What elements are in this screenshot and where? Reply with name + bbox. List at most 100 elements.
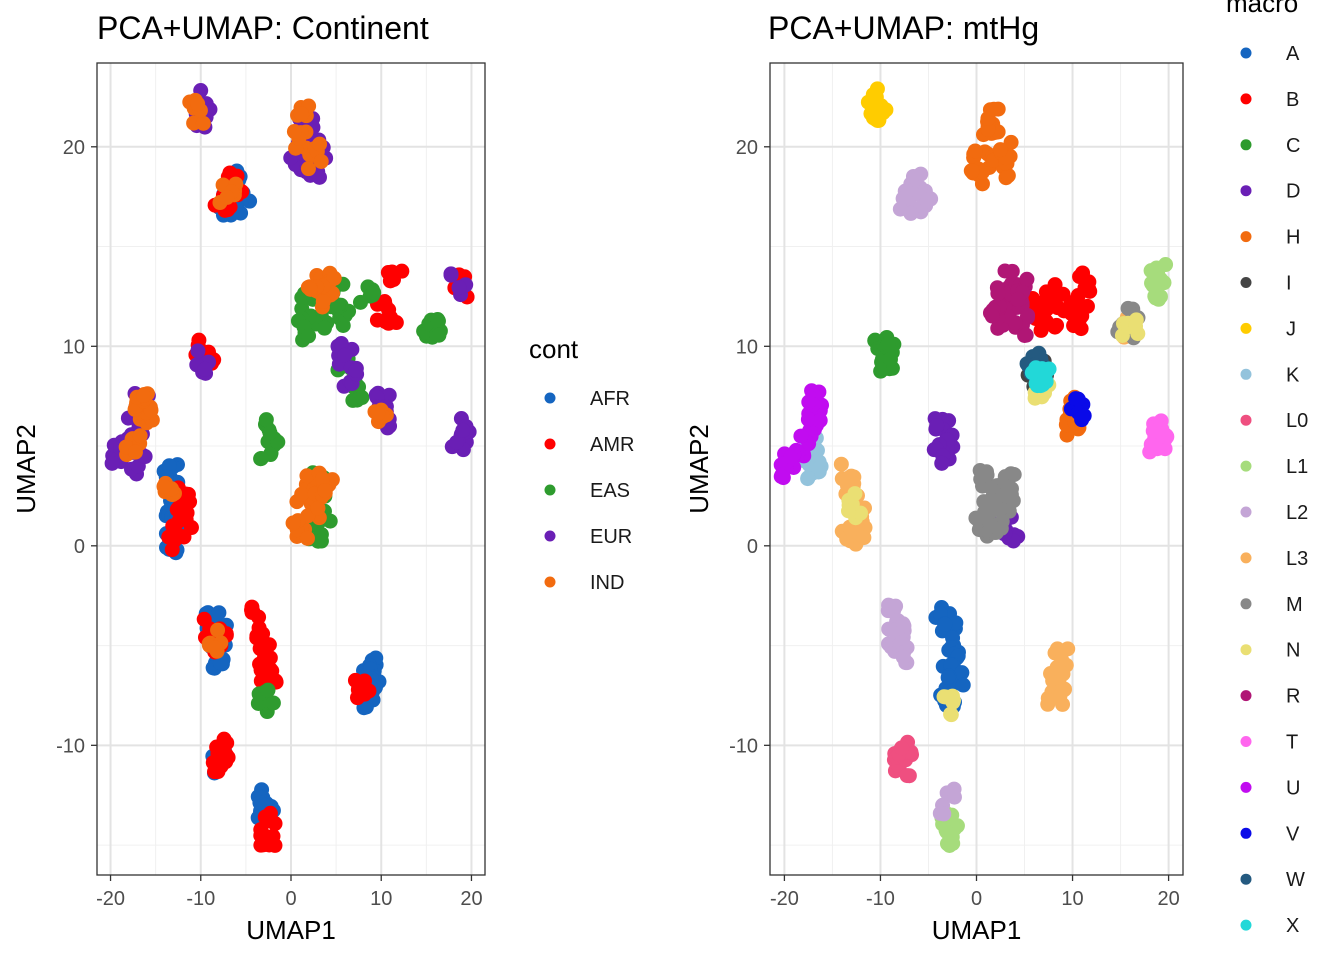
series-R: [982, 263, 1036, 343]
data-point-AMR: [257, 649, 273, 665]
data-point-H: [1003, 134, 1019, 150]
data-point-L0: [894, 740, 910, 756]
data-point-IND: [299, 468, 315, 484]
data-point-IND: [132, 428, 148, 444]
legend-key-N: [1240, 644, 1252, 656]
data-point-R: [1004, 263, 1020, 279]
data-point-U: [773, 468, 789, 484]
data-point-EUR: [337, 347, 353, 363]
data-point-IND: [303, 281, 319, 297]
data-point-EAS: [430, 312, 446, 328]
data-point-AMR: [388, 315, 404, 331]
legend-key-R: [1240, 690, 1252, 702]
data-point-L0: [899, 768, 915, 784]
data-point-T: [1156, 426, 1172, 442]
series-J: [860, 81, 894, 129]
data-point-J: [871, 99, 887, 115]
data-point-U: [800, 411, 816, 427]
data-point-R: [1019, 271, 1035, 287]
y-tick-label: 10: [736, 336, 758, 358]
x-tick-label: 20: [1157, 888, 1179, 910]
data-point-X: [1037, 370, 1053, 386]
series-U: [773, 383, 830, 486]
legend-key-A: [1240, 47, 1252, 59]
data-point-L2: [888, 598, 904, 614]
data-point-IND: [317, 483, 333, 499]
data-point-IND: [310, 500, 326, 516]
legend-label-B: B: [1286, 89, 1299, 111]
y-tick-label: 0: [74, 536, 85, 558]
legend-title: cont: [529, 334, 579, 364]
legend-label-M: M: [1286, 594, 1303, 616]
data-point-EAS: [262, 425, 278, 441]
data-point-IND: [299, 530, 315, 546]
data-point-IND: [190, 96, 206, 112]
series-L2: [880, 166, 962, 822]
data-point-U: [783, 449, 799, 465]
legend-label-EUR: EUR: [590, 526, 632, 548]
data-point-H: [992, 142, 1008, 158]
x-tick-label: 10: [370, 888, 392, 910]
legend-key-U: [1240, 781, 1252, 793]
series-B: [1021, 265, 1098, 338]
legend-key-EUR: [544, 530, 556, 542]
data-point-B: [1082, 283, 1098, 299]
data-point-R: [1018, 327, 1034, 343]
legend-label-R: R: [1286, 686, 1300, 708]
data-point-R: [1020, 307, 1036, 323]
legend-label-L2: L2: [1286, 502, 1308, 524]
x-tick-label: 0: [971, 888, 982, 910]
data-point-AMR: [178, 512, 194, 528]
data-point-A: [948, 615, 964, 631]
series-H: [963, 101, 1089, 443]
x-tick-label: 0: [285, 888, 296, 910]
data-point-AMR: [255, 626, 271, 642]
data-point-B: [1050, 300, 1066, 316]
data-point-C: [882, 351, 898, 367]
data-point-EUR: [197, 361, 213, 377]
data-point-EUR: [443, 267, 459, 283]
data-point-L2: [892, 201, 908, 217]
series-C: [867, 329, 902, 379]
data-point-EAS: [366, 285, 382, 301]
series-X: [1024, 360, 1057, 394]
data-point-EAS: [354, 390, 370, 406]
legend-key-C: [1240, 139, 1252, 151]
legend-key-L2: [1240, 506, 1252, 518]
legend-label-L0: L0: [1286, 410, 1308, 432]
y-tick-label: -10: [56, 735, 85, 757]
chart-title: PCA+UMAP: mtHg: [768, 10, 1039, 46]
data-point-AFR: [161, 458, 177, 474]
legend-label-L3: L3: [1286, 548, 1308, 570]
data-point-L2: [905, 168, 921, 184]
data-point-A: [955, 677, 971, 693]
x-tick-label: -20: [96, 888, 125, 910]
data-point-L3: [843, 522, 859, 538]
legend-label-U: U: [1286, 777, 1300, 799]
data-point-EAS: [313, 533, 329, 549]
data-point-AMR: [267, 816, 283, 832]
data-point-D: [929, 418, 945, 434]
legend-label-EAS: EAS: [590, 480, 630, 502]
data-point-EAS: [352, 294, 368, 310]
data-point-AMR: [267, 837, 283, 853]
data-point-B: [1038, 284, 1054, 300]
data-point-IND: [312, 136, 328, 152]
data-point-L3: [1041, 692, 1057, 708]
data-point-IND: [286, 124, 302, 140]
data-point-B: [1032, 295, 1048, 311]
data-point-H: [967, 143, 983, 159]
data-point-IND: [314, 471, 330, 487]
legend-key-I: [1240, 277, 1252, 288]
legend-key-J: [1240, 322, 1252, 334]
data-point-AMR: [182, 494, 198, 510]
legend-key-T: [1240, 736, 1252, 747]
data-point-IND: [285, 515, 301, 531]
data-point-K: [800, 471, 816, 487]
data-point-AFR: [211, 605, 227, 621]
data-point-IND: [300, 161, 316, 177]
y-tick-label: 20: [736, 137, 758, 159]
data-point-AMR: [167, 518, 183, 534]
data-point-R: [984, 308, 1000, 324]
series-T: [1142, 413, 1175, 460]
